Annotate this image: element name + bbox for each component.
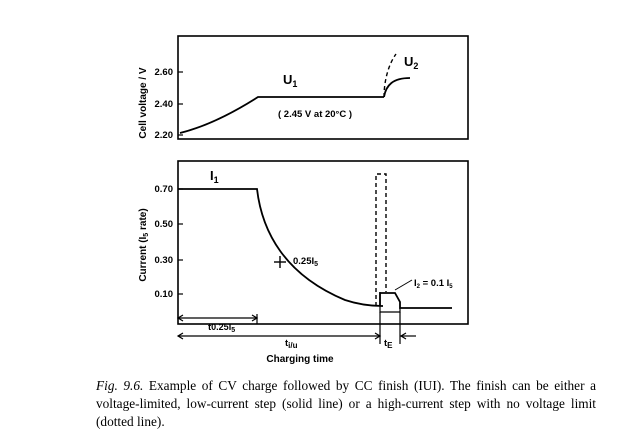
current-tick-label: 0.10 [155,289,174,300]
finish-step-box [379,292,401,313]
tiu-label: ti/u [285,338,298,350]
voltage-tick-label: 2.60 [155,67,174,78]
current-axis-label: Current (I5 rate) [138,208,150,281]
current-tick-label: 0.50 [155,219,174,230]
tiu-dimension [176,332,382,340]
current-panel: 0.70 0.50 0.30 0.10 Current (I5 rate) I1… [138,160,469,365]
current-curve-i2 [379,292,452,309]
plus-marker [274,256,286,268]
t025-label: t0.25I5 [208,322,235,334]
current-curve-i1 [178,188,384,307]
voltage-curve-u2 [383,77,411,98]
figure-caption: Fig. 9.6. Example of CV charge followed … [96,377,596,431]
plateau-note: ( 2.45 V at 20°C ) [278,109,352,120]
current-tick-label: 0.70 [155,184,174,195]
time-axis-label: Charging time [266,354,334,365]
t025-dimension [176,314,259,324]
voltage-curve-dotted [383,53,397,98]
voltage-tick-label: 2.40 [155,99,174,110]
voltage-tick-label: 2.20 [155,130,174,141]
figure-9-6: 2.60 2.40 2.20 Cell voltage / V U1 U2 ( … [138,35,469,365]
caption-lead: Fig. 9.6. [96,378,144,393]
u1-label: U1 [283,72,297,89]
current-curve-dotted [375,173,387,306]
current-tick-label: 0.30 [155,255,174,266]
te-label: tE [384,338,393,350]
caption-text: Example of CV charge followed by CC fini… [96,378,596,429]
te-dimension [379,312,416,344]
current-plot-frame [177,160,469,325]
u2-label: U2 [404,54,418,71]
mark-label: 0.25I5 [293,256,318,268]
voltage-curve-u1 [179,96,384,134]
i2-leader-line [394,279,413,291]
voltage-plot-frame [177,35,469,140]
i2-label: I2 = 0.1 I5 [414,278,453,290]
voltage-panel: 2.60 2.40 2.20 Cell voltage / V U1 U2 ( … [138,35,469,141]
voltage-axis-label: Cell voltage / V [138,67,149,138]
i1-label: I1 [210,168,219,185]
